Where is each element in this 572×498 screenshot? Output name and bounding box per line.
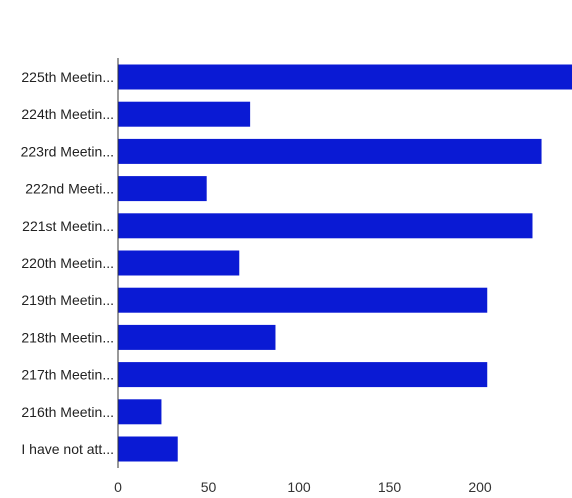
bar	[118, 176, 207, 202]
x-tick-label: 0	[114, 479, 122, 495]
bar	[118, 362, 488, 388]
category-label: 224th Meetin...	[21, 106, 114, 122]
category-label: 221st Meetin...	[22, 218, 114, 234]
category-label: 220th Meetin...	[21, 255, 114, 271]
bar	[118, 213, 533, 239]
bar	[118, 436, 178, 462]
bar	[118, 250, 240, 276]
bar	[118, 324, 276, 350]
bar	[118, 101, 251, 127]
bar	[118, 64, 572, 90]
x-tick-label: 200	[468, 479, 492, 495]
category-label: 218th Meetin...	[21, 329, 114, 345]
bar	[118, 399, 162, 425]
bar	[118, 287, 488, 313]
x-tick-label: 100	[287, 479, 311, 495]
category-label: 225th Meetin...	[21, 69, 114, 85]
category-label: 223rd Meetin...	[21, 143, 114, 159]
category-label: 222nd Meeti...	[25, 181, 114, 197]
category-label: I have not att...	[21, 441, 114, 457]
category-label: 216th Meetin...	[21, 404, 114, 420]
bar	[118, 138, 542, 164]
x-tick-label: 50	[201, 479, 217, 495]
category-label: 219th Meetin...	[21, 292, 114, 308]
bars-group	[118, 64, 572, 462]
category-label: 217th Meetin...	[21, 367, 114, 383]
category-labels: 225th Meetin... 224th Meetin... 223rd Meet…	[21, 69, 114, 457]
x-tick-labels: 0 50 100 150 200	[114, 479, 492, 495]
x-tick-label: 150	[378, 479, 402, 495]
